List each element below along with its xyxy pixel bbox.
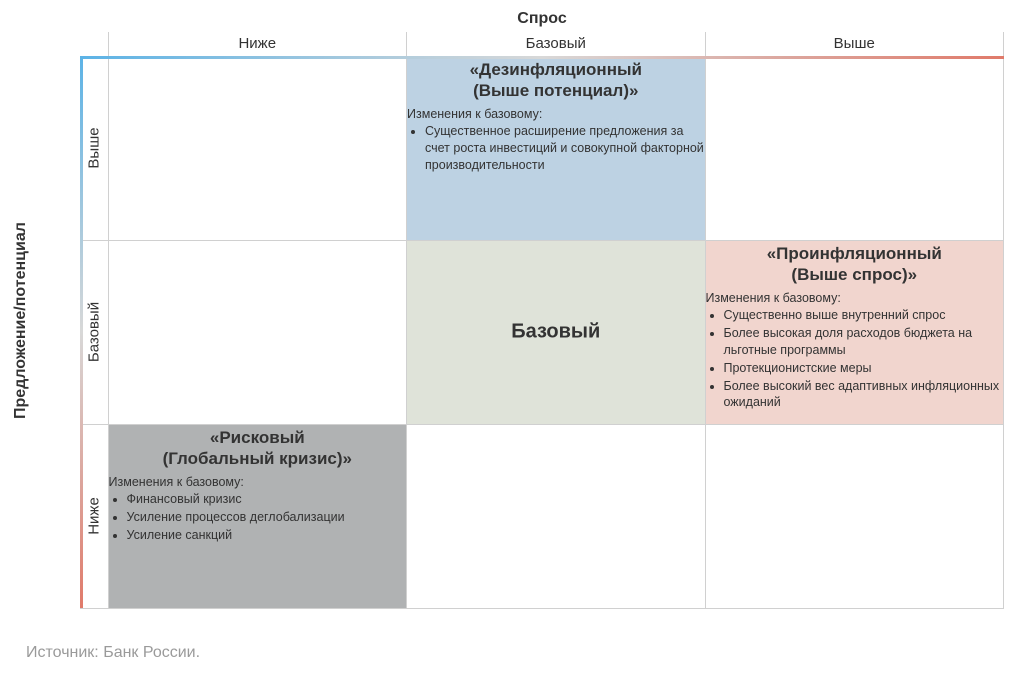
row-header-low: Ниже xyxy=(80,424,108,608)
scenario-title-line2: (Глобальный кризис)» xyxy=(163,449,352,468)
matrix-wrap: Ниже Базовый Выше Выше «Дезинфляционный … xyxy=(80,32,1004,609)
col-header-base: Базовый xyxy=(407,32,705,56)
col-header-label: Выше xyxy=(834,35,875,52)
row-header-label: Выше xyxy=(85,127,102,168)
scenario-title-line1: «Проинфляционный xyxy=(767,244,942,263)
scenario-matrix: Ниже Базовый Выше Выше «Дезинфляционный … xyxy=(80,32,1004,609)
cell-low-base xyxy=(407,424,705,608)
scenario-title: «Рисковый (Глобальный кризис)» xyxy=(109,427,406,470)
bullet-item: Протекционистские меры xyxy=(724,360,1004,377)
matrix-row-high: Выше «Дезинфляционный (Выше потенциал)» … xyxy=(80,56,1004,240)
col-header-low: Ниже xyxy=(108,32,406,56)
corner-cell xyxy=(80,32,108,56)
bullet-item: Усиление санкций xyxy=(127,527,406,544)
cell-high-high xyxy=(705,56,1004,240)
scenario-subhead: Изменения к базовому: xyxy=(706,291,1004,305)
bullet-item: Существенно выше внутренний спрос xyxy=(724,307,1004,324)
scenario-bullets: Существенно выше внутренний спросБолее в… xyxy=(706,307,1004,411)
cell-risk: «Рисковый (Глобальный кризис)» Изменения… xyxy=(108,424,406,608)
matrix-row-base: Базовый Базовый «Проинфляционный (Выше с… xyxy=(80,240,1004,424)
cell-proinflation: «Проинфляционный (Выше спрос)» Изменения… xyxy=(705,240,1004,424)
scenario-title-line2: (Выше спрос)» xyxy=(791,265,917,284)
bullet-item: Более высокий вес адаптивных инфляционны… xyxy=(724,378,1004,412)
row-header-label: Ниже xyxy=(85,497,102,535)
scenario-title-line1: «Дезинфляционный xyxy=(470,60,642,79)
col-header-high: Выше xyxy=(705,32,1004,56)
scenario-bullets: Существенное расширение предложения за с… xyxy=(407,123,704,174)
bullet-item: Финансовый кризис xyxy=(127,491,406,508)
cell-baseline: Базовый xyxy=(407,240,705,424)
bullet-item: Более высокая доля расходов бюджета на л… xyxy=(724,325,1004,359)
cell-high-low xyxy=(108,56,406,240)
matrix-row-low: Ниже «Рисковый (Глобальный кризис)» Изме… xyxy=(80,424,1004,608)
cell-disinflation: «Дезинфляционный (Выше потенциал)» Измен… xyxy=(407,56,705,240)
scenario-matrix-figure: Предложение/потенциал Спрос Ниже Базовый… xyxy=(0,0,1024,690)
scenario-title-line2: (Выше потенциал)» xyxy=(473,81,638,100)
scenario-subhead: Изменения к базовому: xyxy=(109,475,406,489)
column-header-row: Ниже Базовый Выше xyxy=(80,32,1004,56)
row-header-base: Базовый xyxy=(80,240,108,424)
row-header-label: Базовый xyxy=(85,302,102,362)
cell-low-high xyxy=(705,424,1004,608)
x-axis-gradient-bar xyxy=(80,56,1004,59)
cell-base-low xyxy=(108,240,406,424)
scenario-title: «Проинфляционный (Выше спрос)» xyxy=(706,243,1004,286)
scenario-title: «Дезинфляционный (Выше потенциал)» xyxy=(407,59,704,102)
scenario-title-line1: «Рисковый xyxy=(210,428,305,447)
x-axis-title: Спрос xyxy=(80,10,1004,28)
bullet-item: Существенное расширение предложения за с… xyxy=(425,123,704,174)
scenario-bullets: Финансовый кризисУсиление процессов дегл… xyxy=(109,491,406,544)
scenario-subhead: Изменения к базовому: xyxy=(407,107,704,121)
y-axis-gradient-bar xyxy=(80,56,83,608)
row-header-high: Выше xyxy=(80,56,108,240)
source-citation: Источник: Банк России. xyxy=(26,644,200,662)
y-axis-title: Предложение/потенциал xyxy=(12,222,30,419)
col-header-label: Базовый xyxy=(526,35,586,52)
col-header-label: Ниже xyxy=(238,35,276,52)
scenario-title: Базовый xyxy=(407,321,704,344)
bullet-item: Усиление процессов деглобализации xyxy=(127,509,406,526)
